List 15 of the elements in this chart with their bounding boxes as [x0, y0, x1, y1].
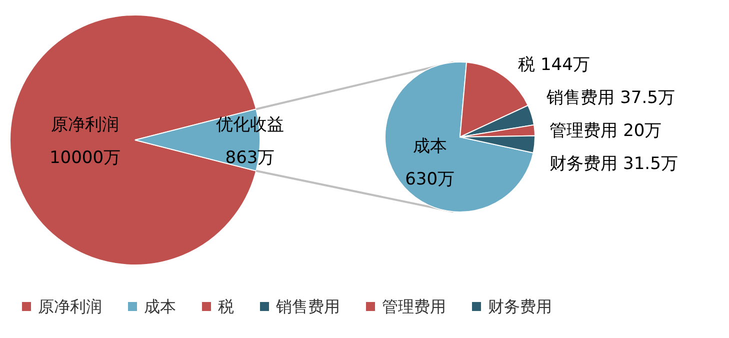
- legend-label: 管理费用: [382, 297, 446, 316]
- data-label: 630万: [405, 169, 455, 190]
- data-label: 10000万: [49, 148, 121, 168]
- category-label: 财务费用 31.5万: [550, 154, 678, 174]
- legend-label: 原净利润: [38, 297, 102, 316]
- legend-label: 销售费用: [275, 297, 340, 316]
- data-label: 863万: [225, 148, 275, 168]
- legend-label: 财务费用: [488, 297, 552, 316]
- slice-label: 原净利润: [51, 115, 119, 135]
- category-label: 管理费用 20万: [550, 121, 662, 141]
- category-label: 销售费用 37.5万: [546, 88, 675, 108]
- legend-label: 税: [218, 297, 234, 316]
- slice-label: 成本: [412, 136, 447, 156]
- legend-label: 成本: [144, 297, 176, 316]
- category-label: 税 144万: [518, 55, 590, 75]
